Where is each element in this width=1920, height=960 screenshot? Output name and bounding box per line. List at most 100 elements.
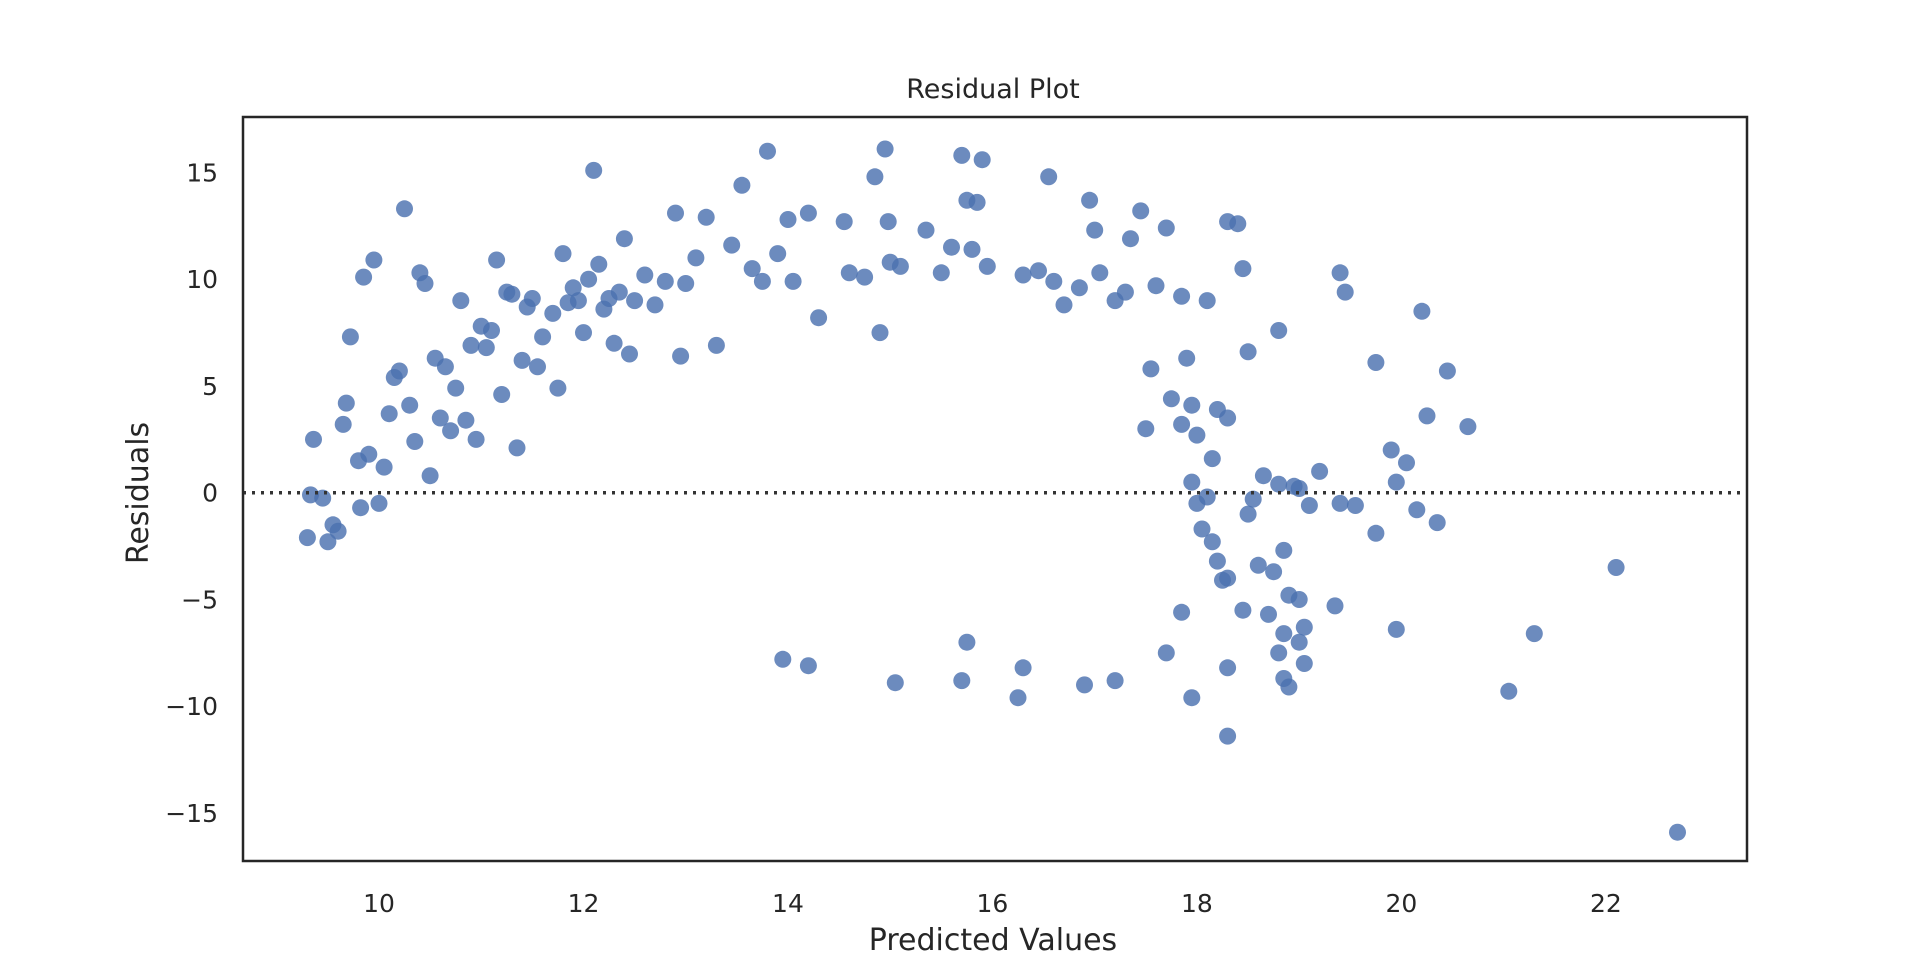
data-point (917, 221, 935, 239)
data-point (1091, 264, 1109, 282)
data-point (341, 328, 359, 346)
data-point (1203, 533, 1221, 551)
data-point (1173, 603, 1191, 621)
data-point (1219, 409, 1237, 427)
data-point (958, 633, 976, 651)
data-point (1229, 215, 1247, 233)
data-point (337, 394, 355, 412)
y-tick-label: 0 (202, 479, 218, 508)
data-point (1285, 477, 1303, 495)
data-point (943, 238, 960, 256)
data-point (733, 176, 751, 194)
data-point (416, 275, 434, 292)
data-point (1367, 354, 1385, 371)
data-point (1183, 689, 1201, 707)
data-point (932, 264, 950, 282)
data-point (1270, 644, 1288, 662)
data-point (493, 386, 511, 403)
data-point (1500, 682, 1518, 700)
data-point (1428, 514, 1446, 532)
data-point (1311, 462, 1329, 480)
data-point (1265, 563, 1283, 581)
data-point (1260, 605, 1277, 623)
data-point (431, 409, 449, 427)
data-point (352, 499, 370, 517)
data-point (1346, 497, 1364, 514)
data-point (876, 140, 894, 158)
data-point (1239, 343, 1257, 361)
data-point (1387, 620, 1405, 638)
data-point (973, 151, 991, 169)
data-point (953, 672, 971, 690)
data-point (1459, 418, 1477, 436)
data-point (1045, 272, 1063, 290)
data-point (886, 674, 904, 692)
data-point (360, 445, 378, 463)
data-point (799, 204, 817, 222)
data-point (1009, 689, 1027, 707)
data-point (380, 405, 398, 423)
data-point (1014, 659, 1032, 677)
data-point (488, 251, 506, 269)
data-point (1070, 279, 1088, 297)
data-point (1367, 524, 1385, 542)
y-tick-label: 15 (186, 159, 218, 188)
data-point (1081, 191, 1099, 209)
data-point (615, 230, 633, 248)
data-point (1173, 415, 1191, 433)
data-point (774, 650, 792, 668)
data-point (334, 415, 352, 433)
y-tick-label: 10 (186, 265, 218, 294)
data-point (1086, 221, 1104, 239)
data-point (1398, 454, 1415, 472)
data-point (436, 358, 454, 376)
data-point (1249, 556, 1267, 574)
data-point (483, 322, 500, 339)
data-point (590, 255, 608, 273)
x-tick-label: 16 (977, 889, 1009, 918)
data-point (324, 516, 342, 534)
data-point (891, 257, 909, 275)
data-point (667, 204, 684, 222)
scatter-points (298, 140, 1686, 841)
data-point (534, 328, 552, 346)
data-point (799, 657, 817, 675)
data-point (677, 275, 695, 292)
data-point (1275, 625, 1293, 643)
data-point (723, 236, 741, 254)
data-point (585, 161, 603, 179)
data-point (544, 304, 562, 322)
data-point (1270, 322, 1288, 339)
data-point (406, 433, 424, 450)
data-point (355, 268, 373, 286)
data-point (1418, 407, 1436, 425)
data-point (953, 146, 971, 164)
y-tick-label: −5 (181, 585, 218, 614)
data-point (1193, 520, 1211, 538)
data-point (610, 283, 628, 301)
data-point (769, 245, 787, 263)
data-point (753, 272, 771, 290)
data-point (1254, 467, 1272, 485)
data-point (856, 268, 874, 286)
data-point (375, 458, 393, 476)
data-point (1387, 473, 1405, 491)
data-point (779, 211, 797, 228)
data-point (1280, 678, 1298, 696)
chart-title: Residual Plot (906, 74, 1080, 105)
data-point (305, 430, 322, 448)
data-point (1208, 552, 1226, 570)
data-point (1183, 473, 1201, 491)
data-point (1290, 591, 1308, 608)
data-point (529, 358, 546, 376)
data-point (743, 260, 761, 278)
data-point (963, 240, 981, 258)
data-point (636, 266, 654, 284)
plot-frame (241, 115, 1749, 863)
data-point (605, 334, 623, 352)
data-point (1076, 676, 1093, 694)
data-point (442, 422, 460, 440)
data-point (1382, 441, 1400, 459)
data-point (401, 396, 419, 414)
data-point (784, 272, 802, 290)
